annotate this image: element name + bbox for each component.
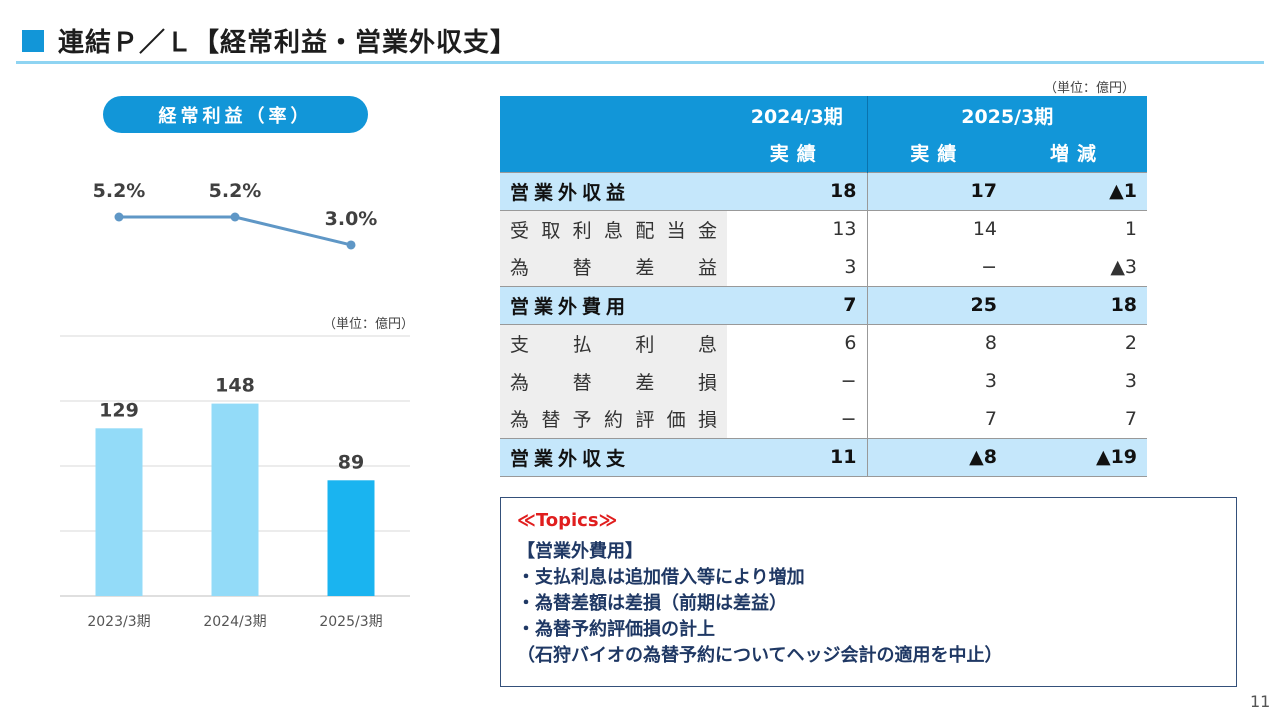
page-number: 11 bbox=[1250, 692, 1271, 711]
row-label-text: 受取利息配当金 bbox=[510, 219, 717, 242]
rate-point bbox=[114, 212, 124, 222]
table-header-row-sub: 実績 実績 増減 bbox=[500, 134, 1148, 172]
ordinary-profit-rate-pill: 経常利益（率） bbox=[103, 96, 368, 133]
row-value: 25 bbox=[866, 285, 1007, 325]
topics-line: （石狩バイオの為替予約についてヘッジ会計の適用を中止） bbox=[517, 645, 1003, 666]
row-label-text: 為替差損 bbox=[510, 371, 717, 394]
non-operating-pl-table: 2024/3期 2025/3期 実績 実績 増減 営業外収益 18 17 ▲1 受取利息… bbox=[500, 96, 1148, 477]
header-empty-cell bbox=[500, 96, 727, 134]
topics-line: ・為替予約評価損の計上 bbox=[517, 619, 715, 640]
header-change: 増減 bbox=[1007, 134, 1148, 172]
table-row: 為替予約評価損 −7 7 bbox=[500, 400, 1147, 438]
row-value: 8 bbox=[866, 324, 1007, 362]
row-value: 6 bbox=[844, 332, 857, 355]
rate-data-label: 3.0% bbox=[325, 208, 378, 230]
category-tick-label: 2025/3期 bbox=[319, 614, 382, 630]
row-value: − bbox=[840, 407, 857, 430]
row-value: 11 bbox=[727, 437, 867, 477]
topics-title: ≪Topics≫ bbox=[517, 510, 618, 531]
table-row: 受取利息配当金 13 14 1 bbox=[500, 210, 1147, 248]
unit-label-left: （単位：億円） bbox=[323, 317, 415, 332]
table-row: 営業外収支 11 ▲8 ▲19 bbox=[500, 437, 1148, 477]
bar-value-label: 129 bbox=[99, 399, 139, 421]
row-label: 為替予約評価損 bbox=[500, 400, 727, 438]
topics-line: 【営業外費用】 bbox=[517, 541, 643, 562]
header-year-2024: 2024/3期 bbox=[727, 96, 867, 134]
rate-data-label: 5.2% bbox=[209, 180, 262, 202]
row-value: 14 bbox=[866, 210, 1007, 248]
row-value: 17 bbox=[866, 171, 1007, 211]
topics-box: ≪Topics≫ 【営業外費用】 ・支払利息は追加借入等により増加 ・為替差額は… bbox=[500, 497, 1237, 687]
row-value: 7 bbox=[727, 285, 867, 325]
slide-header: 連結Ｐ／Ｌ【経常利益・営業外収支】 bbox=[22, 22, 517, 59]
table-header-row-years: 2024/3期 2025/3期 bbox=[500, 96, 1148, 134]
row-label: 支払利息 bbox=[500, 324, 727, 362]
header-year-2025: 2025/3期 bbox=[866, 96, 1148, 134]
bar-value-label: 89 bbox=[338, 451, 364, 473]
table-row: 為替差益 3− ▲3 bbox=[500, 248, 1147, 286]
row-label: 営業外収支 bbox=[500, 437, 727, 477]
header-divider bbox=[16, 61, 1264, 64]
row-value: ▲3 bbox=[1110, 255, 1138, 278]
row-label: 為替差益 bbox=[500, 248, 727, 286]
row-value: ▲1 bbox=[1007, 171, 1148, 211]
row-label: 為替差損 bbox=[500, 362, 727, 400]
row-label-text: 為替予約評価損 bbox=[510, 409, 717, 432]
row-value: 2 bbox=[1124, 332, 1138, 355]
rate-point bbox=[346, 240, 356, 250]
profit-rate-line-chart: 5.2% 5.2% 3.0% bbox=[93, 180, 378, 250]
header-empty-cell bbox=[500, 134, 727, 172]
row-label: 受取利息配当金 bbox=[500, 210, 727, 248]
row-label: 営業外費用 bbox=[500, 285, 727, 325]
category-tick-label: 2023/3期 bbox=[87, 614, 150, 630]
table-row: 営業外収益 18 17 ▲1 bbox=[500, 171, 1148, 211]
row-value: 1 bbox=[1124, 218, 1138, 241]
bar-value-label: 148 bbox=[215, 375, 255, 397]
profit-bar bbox=[327, 480, 375, 596]
rate-point bbox=[230, 212, 240, 222]
ordinary-profit-bar-chart: 129 2023/3期 148 2024/3期 89 2025/3期 bbox=[60, 335, 410, 630]
profit-bar bbox=[211, 403, 259, 596]
row-value: ▲8 bbox=[866, 437, 1007, 477]
row-value: 3 bbox=[844, 255, 857, 278]
title-square-icon bbox=[22, 29, 44, 52]
row-value: − bbox=[866, 248, 1007, 286]
row-value: ▲19 bbox=[1007, 437, 1148, 477]
row-value: 3 bbox=[866, 362, 1007, 400]
row-value: 18 bbox=[727, 171, 867, 211]
row-value: 3 bbox=[1124, 370, 1138, 392]
row-label-text: 為替差益 bbox=[510, 257, 717, 280]
profit-bar bbox=[95, 428, 143, 596]
table-row: 為替差損 −3 3 bbox=[500, 362, 1147, 400]
row-value: 18 bbox=[1007, 285, 1148, 325]
rate-data-label: 5.2% bbox=[93, 180, 146, 202]
header-actual-2024: 実績 bbox=[727, 134, 867, 172]
row-value: 7 bbox=[866, 400, 1007, 438]
row-value: − bbox=[840, 370, 857, 392]
table-row: 営業外費用 7 25 18 bbox=[500, 285, 1148, 325]
row-value: 7 bbox=[1124, 407, 1138, 430]
category-tick-label: 2024/3期 bbox=[203, 614, 266, 630]
row-value: 13 bbox=[832, 218, 857, 241]
unit-label-right: （単位：億円） bbox=[1044, 81, 1136, 96]
topics-line: ・支払利息は追加借入等により増加 bbox=[517, 567, 805, 588]
page-title: 連結Ｐ／Ｌ【経常利益・営業外収支】 bbox=[58, 28, 518, 58]
topics-line: ・為替差額は差損（前期は差益） bbox=[517, 593, 787, 614]
row-label-text: 支払利息 bbox=[510, 333, 717, 356]
header-actual-2025: 実績 bbox=[866, 134, 1007, 172]
row-label: 営業外収益 bbox=[500, 171, 727, 211]
